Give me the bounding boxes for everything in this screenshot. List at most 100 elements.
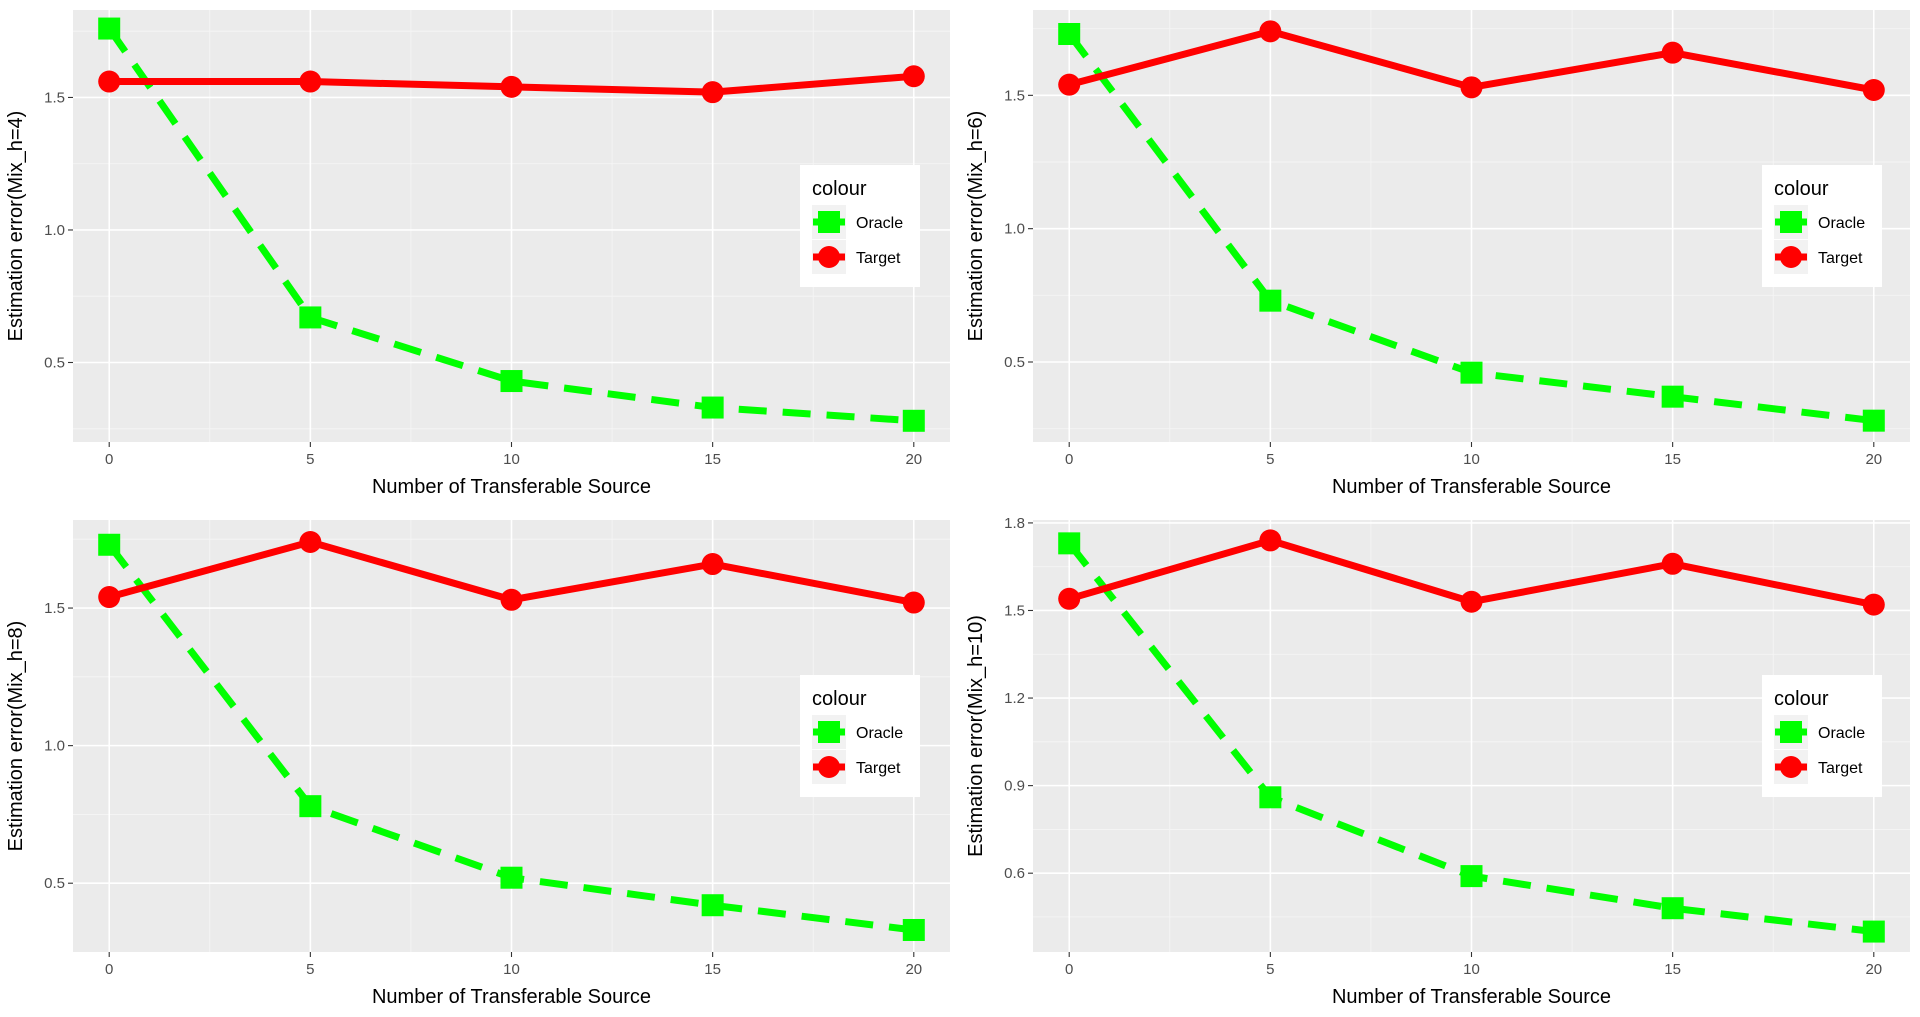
legend-label-oracle: Oracle <box>1818 725 1865 742</box>
oracle-point <box>299 795 322 818</box>
target-point <box>701 81 724 104</box>
legend: colour Oracle Target <box>1762 165 1882 287</box>
x-tick-label: 20 <box>905 961 922 978</box>
oracle-point <box>1058 23 1081 45</box>
target-point <box>1058 587 1081 610</box>
oracle-point <box>299 306 322 329</box>
target-point <box>98 586 121 609</box>
legend-key-square <box>1780 721 1802 743</box>
oracle-point <box>1058 532 1081 555</box>
y-tick-label: 0.5 <box>44 354 65 371</box>
oracle-point <box>500 866 523 889</box>
oracle-point <box>701 396 724 419</box>
legend-key-square <box>818 721 840 743</box>
y-tick-label: 0.5 <box>44 875 65 892</box>
oracle-point <box>1661 385 1684 408</box>
target-point <box>1862 79 1885 101</box>
x-tick-label: 10 <box>503 451 520 468</box>
target-point <box>701 553 724 576</box>
oracle-point <box>701 894 724 917</box>
oracle-point <box>1460 361 1483 384</box>
target-point <box>299 70 322 93</box>
legend-key-circle <box>818 246 840 268</box>
target-point <box>1460 76 1483 99</box>
x-axis-title: Number of Transferable Source <box>1332 986 1611 1008</box>
legend-key-circle <box>1780 246 1802 268</box>
legend-title: colour <box>812 178 867 200</box>
x-axis-title: Number of Transferable Source <box>372 986 651 1008</box>
target-point <box>1661 552 1684 575</box>
y-tick-label: 0.9 <box>1004 778 1025 795</box>
oracle-point <box>1862 920 1885 943</box>
legend-key-square <box>1780 211 1802 233</box>
x-tick-label: 15 <box>704 961 721 978</box>
target-point <box>1259 20 1282 43</box>
y-tick-label: 1.0 <box>44 222 65 239</box>
y-tick-label: 0.5 <box>1004 354 1025 371</box>
legend-key-square <box>818 211 840 233</box>
target-point <box>500 588 523 611</box>
legend-title: colour <box>1774 178 1829 200</box>
oracle-point <box>1862 409 1885 432</box>
target-point <box>902 591 925 614</box>
x-tick-label: 0 <box>1065 451 1073 468</box>
x-axis-title: Number of Transferable Source <box>1332 476 1611 498</box>
x-tick-label: 15 <box>704 451 721 468</box>
y-tick-label: 0.6 <box>1004 865 1025 882</box>
oracle-point <box>902 918 925 941</box>
y-axis-title: Estimation error(Mix_h=4) <box>5 111 27 342</box>
y-tick-label: 1.5 <box>1004 87 1025 104</box>
oracle-point <box>1259 786 1282 809</box>
x-tick-label: 15 <box>1664 961 1681 978</box>
y-axis-title: Estimation error(Mix_h=8) <box>5 621 27 852</box>
legend-label-oracle: Oracle <box>856 725 903 742</box>
x-tick-label: 5 <box>1266 961 1274 978</box>
x-tick-label: 5 <box>306 961 314 978</box>
x-tick-label: 0 <box>105 451 113 468</box>
y-tick-label: 1.5 <box>1004 602 1025 619</box>
y-axis-title: Estimation error(Mix_h=10) <box>965 615 987 857</box>
legend-title: colour <box>812 688 867 710</box>
y-tick-label: 1.5 <box>44 89 65 106</box>
legend-label-oracle: Oracle <box>856 215 903 232</box>
chart-panel-1: 0 5 10 15 20 0.5 1.0 1.5 Number of Transferable … <box>5 10 950 498</box>
target-point <box>1460 590 1483 613</box>
oracle-point <box>1460 865 1483 888</box>
legend-key-circle <box>818 756 840 778</box>
x-tick-label: 10 <box>503 961 520 978</box>
x-tick-label: 10 <box>1463 961 1480 978</box>
y-tick-label: 1.5 <box>44 600 65 617</box>
target-point <box>902 65 925 88</box>
x-axis-title: Number of Transferable Source <box>372 476 651 498</box>
x-tick-label: 10 <box>1463 451 1480 468</box>
x-tick-label: 20 <box>1865 451 1882 468</box>
oracle-point <box>902 409 925 432</box>
x-tick-label: 5 <box>306 451 314 468</box>
legend-label-target: Target <box>856 250 901 267</box>
legend: colour Oracle Target <box>800 165 920 287</box>
target-point <box>1862 593 1885 616</box>
chart-panel-4: 0 5 10 15 20 0.6 0.9 1.2 1.5 1.8 Number of Transfe… <box>965 515 1910 1008</box>
chart-panel-2: 0 5 10 15 20 0.5 1.0 1.5 Number of Transferable … <box>965 10 1910 498</box>
oracle-point <box>98 533 121 556</box>
target-point <box>500 75 523 98</box>
legend: colour Oracle Target <box>800 675 920 797</box>
x-tick-label: 0 <box>105 961 113 978</box>
oracle-series-line <box>106 26 915 425</box>
x-tick-label: 20 <box>1865 961 1882 978</box>
target-point <box>1058 73 1081 96</box>
x-tick-label: 15 <box>1664 451 1681 468</box>
target-point <box>1259 529 1282 552</box>
target-point <box>299 531 322 554</box>
y-axis-title: Estimation error(Mix_h=6) <box>965 111 987 342</box>
chart-panel-3: 0 5 10 15 20 0.5 1.0 1.5 Number of Transferable … <box>5 520 950 1008</box>
legend-title: colour <box>1774 688 1829 710</box>
legend-label-oracle: Oracle <box>1818 215 1865 232</box>
oracle-point <box>500 370 523 393</box>
y-tick-label: 1.8 <box>1004 515 1025 532</box>
oracle-point <box>1661 897 1684 920</box>
target-point <box>1661 41 1684 64</box>
y-tick-label: 1.2 <box>1004 690 1025 707</box>
oracle-point <box>98 17 121 40</box>
